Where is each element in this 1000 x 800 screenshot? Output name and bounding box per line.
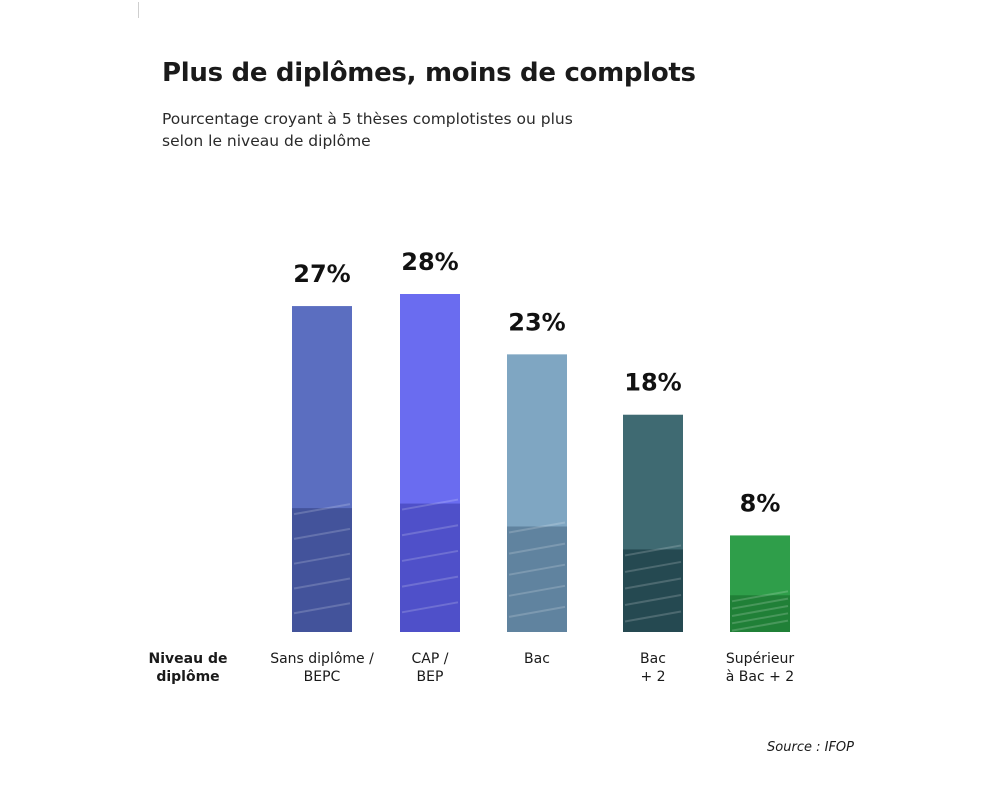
bar-texture-line [624,560,682,573]
chart-subtitle: Pourcentage croyant à 5 thèses complotis… [162,108,682,152]
x-axis-title: Niveau de diplôme [138,650,238,686]
category-label-line: Supérieur [725,651,795,667]
bar-texture-line [624,610,682,623]
bar-texture [507,526,567,632]
bar-texture-line [293,602,351,615]
category-label-cap-bep: CAP / BEP [365,650,495,686]
bar-texture [623,549,683,632]
bar-texture-line [731,590,789,603]
bar-texture-line [624,593,682,606]
bar-texture-line [401,498,459,511]
bar-texture-line [401,549,459,562]
bar-texture-line [293,552,351,565]
category-label-line: à Bac + 2 [725,669,795,685]
bar-texture-line [293,527,351,540]
bar-texture-line [293,503,351,516]
bar-texture-line [508,584,566,597]
chart-title: Plus de diplômes, moins de complots [162,58,696,88]
bar-texture-line [401,575,459,588]
category-label-bac: Bac [472,650,602,668]
bar-texture-line [731,619,789,632]
bar-texture-line [293,577,351,590]
bar-texture-line [508,563,566,576]
bar-texture-line [508,521,566,534]
bar-texture-line [624,577,682,590]
bar-texture-line [508,542,566,555]
bar-texture [400,503,460,632]
bar-texture-line [731,597,789,610]
bar-texture-line [401,524,459,537]
bar-texture [730,595,790,632]
bar-group: 23% [507,308,567,632]
category-label-superieur: Supérieur à Bac + 2 [695,650,825,686]
bar-texture-line [731,612,789,625]
category-label-line: Bac [524,651,550,667]
value-label: 18% [624,369,681,397]
category-label-line: BEP [416,669,444,685]
bar-texture [292,508,352,632]
category-label-line: CAP / [411,651,449,667]
category-label-sans-diplome: Sans diplôme / BEPC [257,650,387,686]
category-label-line: BEPC [303,669,341,685]
bar-group: 27% [292,260,352,632]
bar-texture-line [624,544,682,557]
category-label-line: + 2 [640,669,666,685]
bar-group: 18% [623,369,683,632]
bar-texture-line [731,604,789,617]
value-label: 27% [293,260,350,288]
bar-group: 8% [730,489,790,632]
value-label: 8% [740,489,781,517]
bar-texture-line [508,605,566,618]
edge-mark [138,2,139,18]
subtitle-line-1: Pourcentage croyant à 5 thèses complotis… [162,110,573,128]
bar-texture-line [401,601,459,614]
category-label-line: Bac [640,651,666,667]
category-label-bac-plus-2: Bac + 2 [588,650,718,686]
subtitle-line-2: selon le niveau de diplôme [162,132,371,150]
category-label-line: Sans diplôme / [270,651,374,667]
value-label: 28% [401,248,458,276]
x-axis-title-line-2: diplôme [156,669,220,685]
x-axis-title-line-1: Niveau de [148,651,228,667]
value-label: 23% [508,308,565,336]
source-note: Source : IFOP [767,740,854,755]
bar-group: 28% [400,248,460,632]
